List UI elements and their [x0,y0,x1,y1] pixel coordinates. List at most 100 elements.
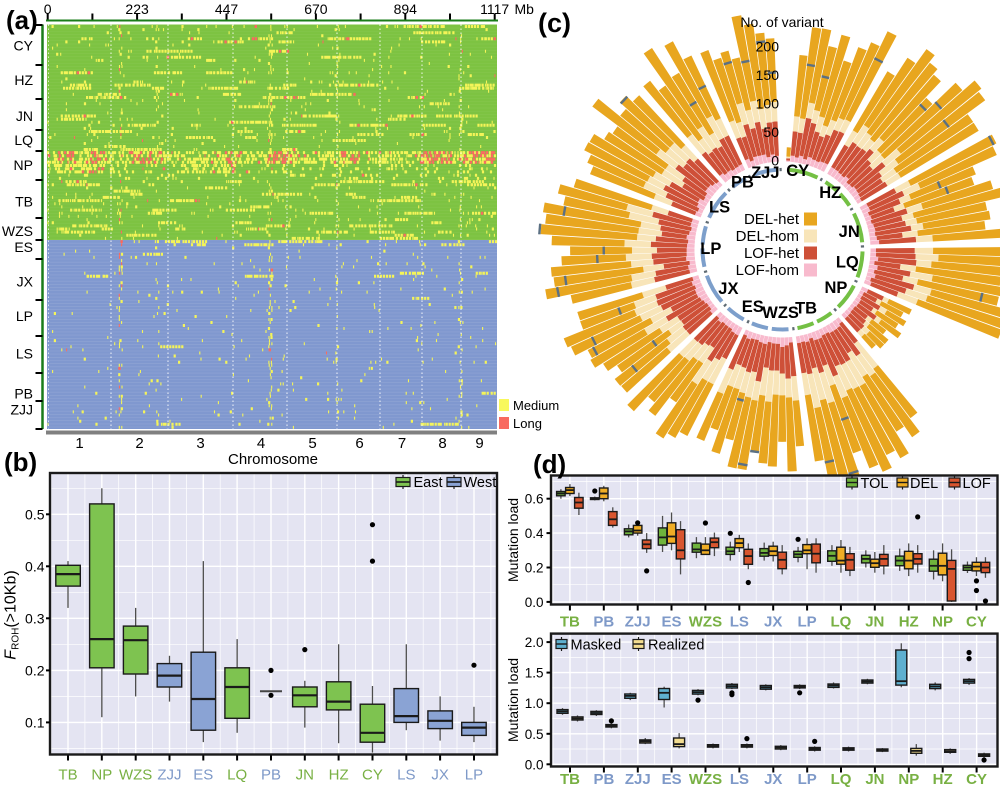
svg-text:0.6: 0.6 [525,492,544,507]
svg-text:LQ: LQ [831,771,852,787]
svg-text:7: 7 [398,435,406,452]
svg-text:NP: NP [91,767,112,784]
svg-text:0.2: 0.2 [525,561,544,576]
svg-text:WZS: WZS [689,771,722,787]
svg-text:ES: ES [14,239,33,255]
svg-text:JN: JN [16,108,33,124]
svg-text:LS: LS [397,767,415,784]
svg-text:6: 6 [355,435,363,452]
svg-text:LP: LP [798,771,817,787]
svg-text:0.1: 0.1 [25,714,45,730]
svg-text:Medium: Medium [513,398,559,413]
svg-text:0.5: 0.5 [525,727,544,742]
svg-text:ES: ES [662,614,682,631]
svg-text:DEL-het: DEL-het [744,211,800,228]
svg-text:ES: ES [193,767,213,784]
svg-text:0.5: 0.5 [25,506,45,522]
svg-text:TB: TB [58,767,77,784]
svg-text:JX: JX [17,274,34,290]
svg-text:LQ: LQ [831,614,852,631]
svg-text:150: 150 [756,67,780,83]
svg-text:CY: CY [966,771,987,787]
svg-text:DEL: DEL [910,476,938,492]
svg-text:5: 5 [308,435,316,452]
svg-text:ZJJ: ZJJ [625,614,651,631]
svg-text:CY: CY [362,767,383,784]
svg-text:0.2: 0.2 [25,662,45,678]
svg-text:223: 223 [125,1,149,17]
svg-text:LS: LS [730,614,749,631]
svg-text:LS: LS [709,198,730,216]
svg-text:LQ: LQ [227,767,247,784]
svg-text:Mb: Mb [515,1,535,17]
svg-text:LP: LP [16,308,33,324]
svg-text:PB: PB [731,174,754,192]
svg-text:ES: ES [742,298,764,316]
svg-text:0.4: 0.4 [25,558,45,574]
svg-text:JN: JN [296,767,314,784]
svg-text:WZS: WZS [119,767,152,784]
svg-text:ZJJ: ZJJ [625,771,651,787]
svg-text:ZJJ: ZJJ [10,402,33,418]
svg-text:NP: NP [898,771,919,787]
svg-text:Masked: Masked [571,638,622,654]
svg-text:670: 670 [304,1,328,17]
svg-text:CY: CY [14,38,34,54]
svg-text:0.3: 0.3 [25,610,45,626]
svg-text:WZS: WZS [762,304,799,322]
svg-text:CY: CY [966,614,987,631]
svg-text:HZ: HZ [819,184,841,202]
svg-text:1: 1 [75,435,83,452]
svg-text:JN: JN [865,771,884,787]
svg-text:East: East [414,475,443,491]
svg-text:(c): (c) [538,8,571,38]
svg-text:LQ: LQ [14,132,33,148]
svg-text:(a): (a) [6,5,38,35]
svg-text:4: 4 [257,435,265,452]
svg-text:JN: JN [865,614,884,631]
svg-text:FROH(>10Kb): FROH(>10Kb) [3,570,22,659]
svg-text:ZJJ: ZJJ [751,164,779,182]
svg-text:HZ: HZ [329,767,349,784]
svg-text:Mutation load: Mutation load [505,658,521,742]
svg-text:NP: NP [824,279,847,297]
svg-text:JN: JN [839,223,860,241]
svg-text:LOF-hom: LOF-hom [736,262,799,279]
svg-text:LOF-het: LOF-het [744,245,800,262]
svg-text:TB: TB [15,194,33,210]
svg-text:No. of variant: No. of variant [740,14,823,30]
svg-text:PB: PB [14,386,33,402]
svg-text:PB: PB [593,614,614,631]
svg-text:8: 8 [438,435,446,452]
svg-text:NP: NP [14,157,33,173]
svg-text:HZ: HZ [933,771,953,787]
svg-text:WZS: WZS [689,614,722,631]
svg-text:Realized: Realized [648,638,704,654]
svg-text:HZ: HZ [899,614,919,631]
svg-text:Long: Long [513,416,542,431]
svg-text:0: 0 [44,1,52,17]
svg-text:100: 100 [756,96,780,112]
svg-text:LS: LS [730,771,749,787]
svg-text:200: 200 [756,39,780,55]
svg-text:TB: TB [795,299,817,317]
svg-text:PB: PB [261,767,281,784]
svg-text:0: 0 [771,153,779,169]
svg-text:LQ: LQ [836,254,859,272]
svg-text:ZJJ: ZJJ [157,767,181,784]
svg-text:2.0: 2.0 [525,635,544,650]
svg-text:2: 2 [135,435,143,452]
svg-text:894: 894 [394,1,418,17]
svg-text:3: 3 [196,435,204,452]
svg-text:DEL-hom: DEL-hom [736,228,799,245]
svg-text:447: 447 [215,1,239,17]
svg-text:Mutation load: Mutation load [505,498,521,582]
svg-text:0.4: 0.4 [525,526,544,541]
svg-text:9: 9 [475,435,483,452]
svg-text:0.0: 0.0 [525,757,544,772]
svg-text:WZS: WZS [2,223,33,239]
svg-text:TB: TB [560,771,580,787]
svg-text:JX: JX [764,614,782,631]
svg-text:1.5: 1.5 [525,666,544,681]
svg-text:TOL: TOL [861,476,889,492]
